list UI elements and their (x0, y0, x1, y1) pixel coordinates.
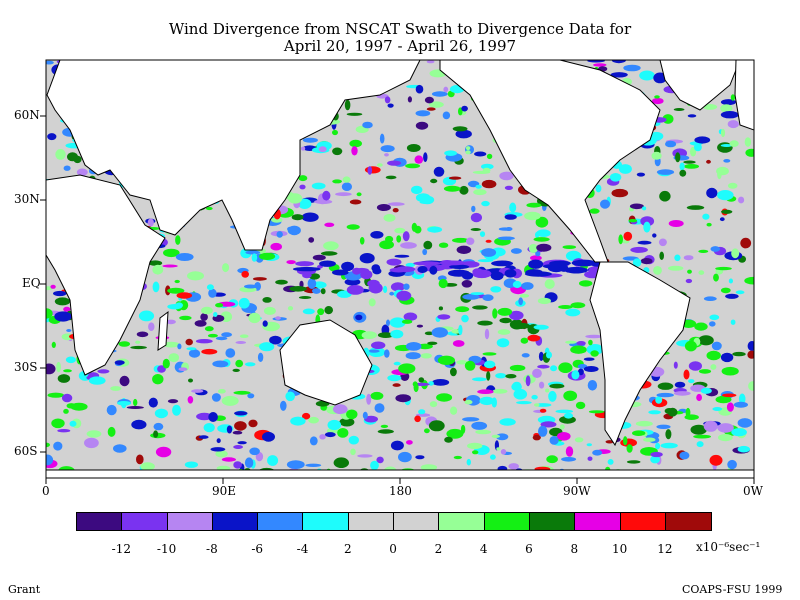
antarctica (46, 469, 754, 478)
lat-label-60n: 60N (14, 108, 40, 122)
legend-swatch-9 (484, 513, 530, 530)
lat-label-60s: 60S (14, 444, 38, 458)
legend-tick-label: -6 (251, 542, 264, 556)
legend-swatch-2 (167, 513, 213, 530)
lon-label-90w: 90W (563, 484, 591, 498)
lat-label-30s: 30S (14, 360, 38, 374)
lon-label-180: 180 (389, 484, 412, 498)
legend-swatch-13 (665, 513, 712, 530)
footer-credit: COAPS-FSU 1999 (682, 583, 783, 596)
lon-label-90e: 90E (212, 484, 237, 498)
legend-tick-label: 2 (343, 542, 352, 556)
legend-tick-label: 0 (389, 542, 397, 556)
legend-swatch-12 (620, 513, 666, 530)
legend-tick-label: 6 (525, 542, 533, 556)
legend-tick-label: 12 (657, 542, 673, 556)
lat-label-eq: EQ (22, 276, 41, 290)
legend-tick-label: -10 (156, 542, 177, 556)
legend-swatch-0 (77, 513, 123, 530)
south-america (589, 261, 691, 447)
greenland (659, 60, 741, 111)
legend-tick-label: -8 (206, 542, 218, 556)
legend-swatch-11 (575, 513, 621, 530)
footer-author: Grant (8, 583, 41, 596)
legend-tick-label: 10 (611, 542, 628, 556)
legend-swatch-10 (529, 513, 576, 530)
eurasia (46, 60, 421, 251)
legend-tick-label: 2 (434, 542, 443, 556)
north-america (439, 60, 661, 263)
legend-swatch-8 (439, 513, 485, 530)
landmasses (46, 60, 754, 478)
map-title-line2: April 20, 1997 - April 26, 1997 (283, 37, 517, 55)
legend-swatch-6 (348, 513, 395, 530)
legend-tick-label: 8 (570, 542, 579, 556)
lon-label-0: 0 (42, 484, 50, 498)
legend-swatch-5 (303, 513, 349, 530)
lat-label-30n: 30N (14, 192, 40, 206)
map-title-line1: Wind Divergence from NSCAT Swath to Dive… (168, 20, 632, 38)
legend-tick-label: -12 (111, 542, 131, 556)
lon-label-0w: 0W (743, 484, 763, 498)
europe-west (734, 60, 754, 131)
color-legend (76, 512, 713, 531)
legend-swatch-3 (212, 513, 259, 530)
legend-swatch-4 (258, 513, 304, 530)
legend-swatch-1 (122, 513, 168, 530)
australia (279, 319, 373, 406)
axis-ticks (40, 115, 755, 484)
madagascar (157, 310, 169, 351)
legend-tick-label: -4 (296, 542, 309, 556)
legend-swatch-7 (394, 513, 440, 530)
legend-tick-label: 4 (479, 542, 488, 556)
legend-units: x10⁻⁶sec⁻¹ (696, 540, 761, 554)
africa (46, 174, 166, 376)
